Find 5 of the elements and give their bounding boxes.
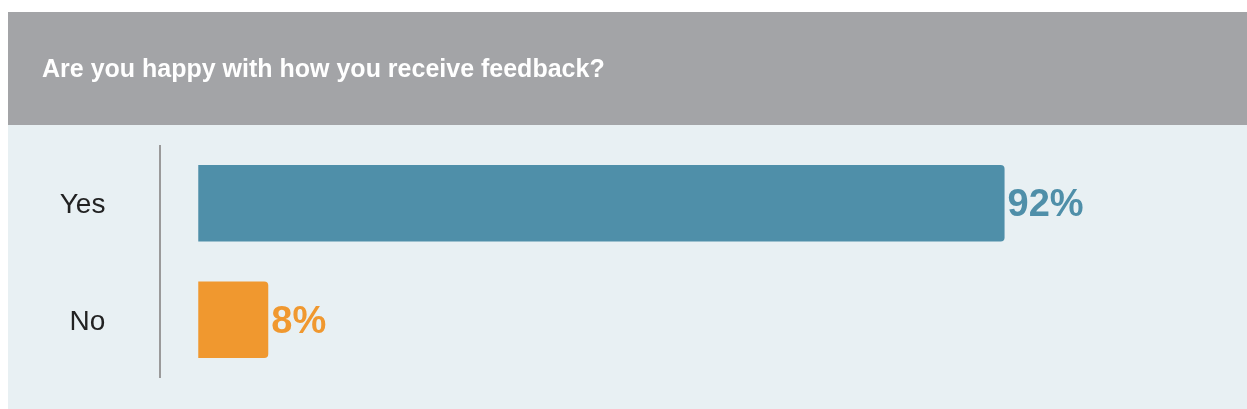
y-tick-label: Yes [59,188,106,220]
data-label: 8% [271,298,327,341]
y-tick-label: No [69,304,106,336]
chart-title: Are you happy with how you receive feedback? [42,54,605,83]
data-label: 92% [1007,182,1084,225]
